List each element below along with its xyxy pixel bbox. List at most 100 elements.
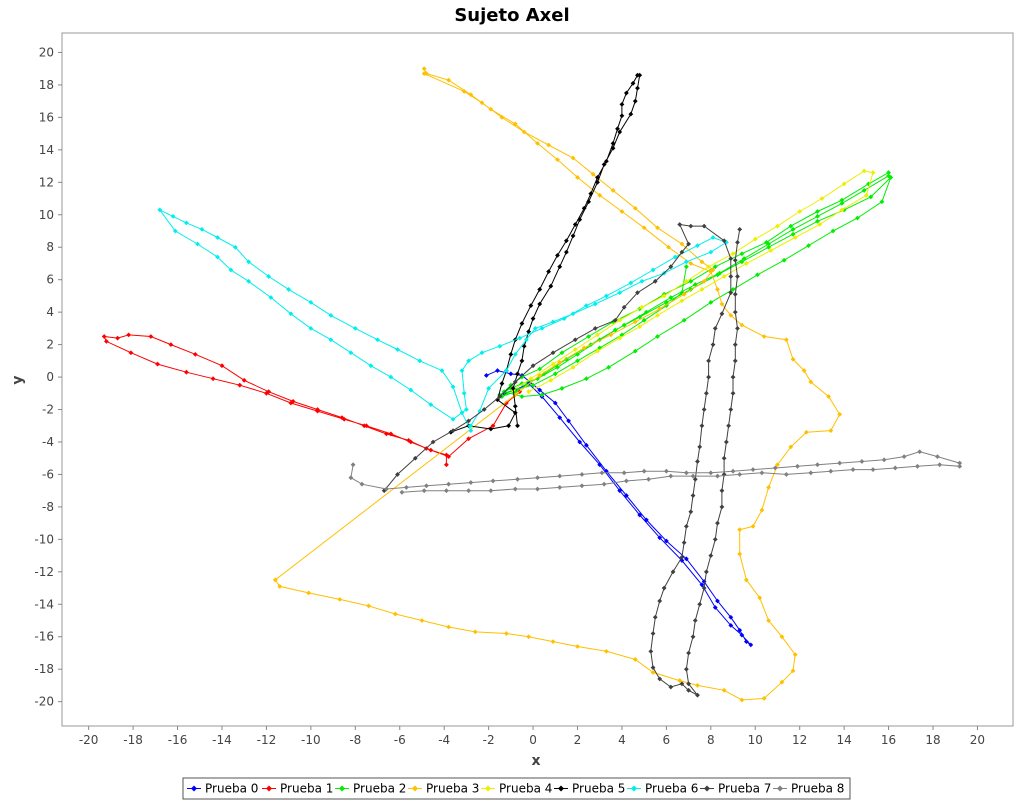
data-point [679, 554, 685, 560]
y-tick-label: 16 [39, 110, 54, 124]
data-point [712, 605, 718, 610]
data-point [546, 142, 552, 148]
data-point [783, 472, 789, 477]
legend-swatch-marker [266, 785, 272, 792]
y-tick-label: 2 [46, 338, 54, 352]
data-point [730, 390, 736, 396]
data-point [815, 213, 820, 219]
data-point [563, 238, 569, 244]
legend-item: Prueba 7 [700, 782, 771, 796]
data-point [592, 325, 598, 331]
data-point [530, 316, 536, 322]
data-point [863, 192, 869, 198]
data-point [657, 598, 663, 604]
data-point [815, 209, 820, 214]
data-point [566, 418, 572, 424]
x-axis-label: x [531, 753, 540, 769]
data-point [632, 348, 638, 354]
data-point [701, 407, 707, 412]
data-point [535, 475, 540, 481]
data-point [575, 175, 580, 180]
legend-swatch-marker [191, 785, 197, 792]
data-point [512, 392, 518, 398]
data-point [463, 407, 469, 412]
data-point [683, 470, 689, 476]
data-point [759, 507, 765, 513]
data-point [550, 319, 556, 325]
data-point [683, 556, 689, 562]
data-point [537, 287, 543, 292]
data-point [792, 652, 798, 657]
data-point [104, 338, 109, 344]
data-point [499, 114, 505, 120]
data-point [732, 309, 738, 315]
data-point [508, 382, 514, 388]
x-tick-label: 14 [836, 733, 851, 747]
data-point [817, 222, 823, 227]
data-point [406, 437, 412, 443]
data-point [681, 291, 687, 297]
data-point [688, 278, 694, 284]
data-point [703, 569, 709, 575]
data-point [797, 209, 803, 214]
data-point [739, 259, 745, 265]
data-point [537, 373, 543, 378]
data-point [850, 467, 856, 472]
data-point [583, 303, 589, 309]
data-point [583, 376, 589, 382]
legend-label: Prueba 0 [205, 782, 258, 796]
data-point [581, 345, 587, 351]
data-point [101, 334, 107, 339]
data-point [632, 657, 638, 662]
data-point [686, 681, 691, 687]
data-point [388, 374, 394, 380]
data-point [590, 171, 596, 177]
data-point [917, 449, 923, 455]
data-point [668, 473, 674, 479]
data-point [881, 457, 887, 463]
data-point [521, 129, 527, 135]
data-point [686, 650, 691, 656]
data-point [555, 157, 560, 162]
data-point [530, 363, 536, 369]
data-point [628, 280, 634, 286]
y-tick-label: -20 [34, 695, 54, 709]
y-tick-label: 10 [39, 208, 54, 222]
data-point [515, 371, 520, 377]
data-point [710, 267, 716, 273]
data-point [552, 371, 558, 377]
data-point [695, 459, 700, 464]
y-tick-label: -6 [42, 467, 54, 481]
data-point [503, 631, 509, 636]
data-point [408, 387, 414, 393]
data-point [537, 301, 543, 307]
data-point [515, 476, 520, 482]
data-point [706, 374, 711, 380]
data-point [399, 489, 405, 495]
data-point [375, 337, 380, 343]
data-point [608, 332, 614, 338]
data-point [632, 205, 638, 211]
legend-label: Prueba 3 [426, 782, 479, 796]
data-point [466, 358, 472, 364]
data-point [710, 235, 716, 240]
data-point [741, 256, 747, 261]
data-point [395, 347, 400, 352]
legend-swatch-marker [704, 785, 710, 792]
data-point [683, 259, 689, 265]
data-point [459, 368, 465, 373]
data-point [739, 697, 745, 703]
y-tick-label: 0 [46, 370, 54, 384]
data-point [512, 486, 518, 492]
data-point [483, 373, 489, 378]
data-point [519, 381, 525, 386]
data-point [541, 371, 547, 377]
legend-label: Prueba 1 [280, 782, 333, 796]
data-point [348, 350, 354, 356]
data-point [795, 463, 800, 469]
y-axis: -20-18-16-14-12-10-8-6-4-202468101214161… [34, 45, 62, 709]
data-point [715, 473, 720, 479]
data-point [681, 317, 687, 323]
y-axis-label: y [10, 375, 26, 384]
data-point [126, 332, 132, 338]
